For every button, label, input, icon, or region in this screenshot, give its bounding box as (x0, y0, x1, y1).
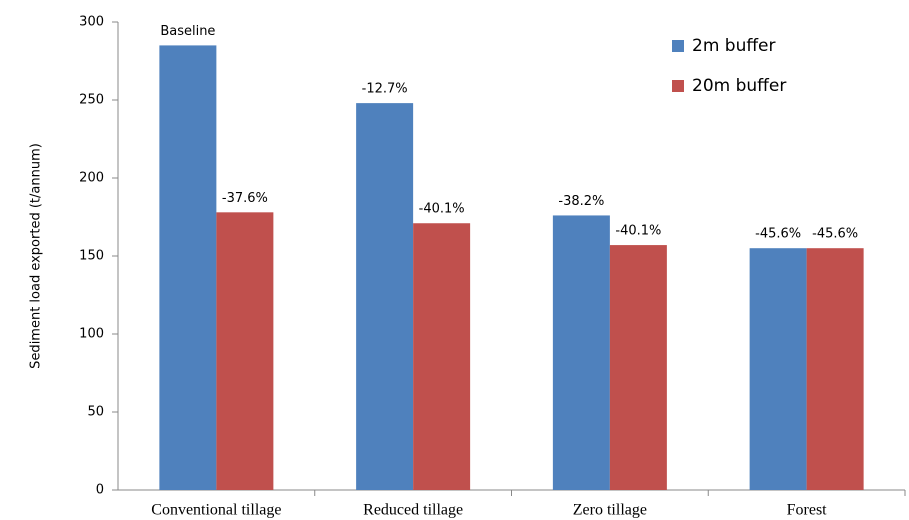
y-tick-label: 200 (79, 171, 104, 186)
bar (749, 248, 807, 490)
y-tick-label: 300 (79, 15, 104, 30)
bar (806, 248, 864, 490)
annotation: -37.6% (222, 191, 268, 206)
y-tick-label: 100 (79, 327, 104, 342)
bar (159, 45, 217, 491)
x-tick-label: Zero tillage (573, 502, 647, 519)
legend-swatch (672, 40, 684, 52)
legend-label: 2m buffer (692, 36, 776, 56)
y-tick-label: 50 (87, 405, 104, 420)
bar (609, 245, 667, 490)
bar (356, 103, 414, 491)
legend-label: 20m buffer (692, 76, 786, 96)
bar (413, 223, 471, 491)
x-tick-label: Conventional tillage (151, 502, 281, 519)
annotation: Baseline (160, 24, 215, 39)
annotation: -45.6% (812, 227, 858, 242)
annotation: -45.6% (755, 227, 801, 242)
annotation: -40.1% (615, 224, 661, 239)
y-tick-label: 250 (79, 93, 104, 108)
annotation: -12.7% (362, 82, 408, 97)
y-tick-label: 150 (79, 249, 104, 264)
x-tick-label: Reduced tillage (363, 502, 463, 519)
annotation: -40.1% (419, 202, 465, 217)
annotation: -38.2% (558, 194, 604, 209)
bar (216, 212, 274, 490)
y-axis-title: Sediment load exported (t/annum) (29, 143, 44, 369)
x-tick-label: Forest (787, 502, 828, 519)
legend-swatch (672, 80, 684, 92)
y-tick-label: 0 (96, 483, 104, 498)
bar (552, 215, 610, 490)
